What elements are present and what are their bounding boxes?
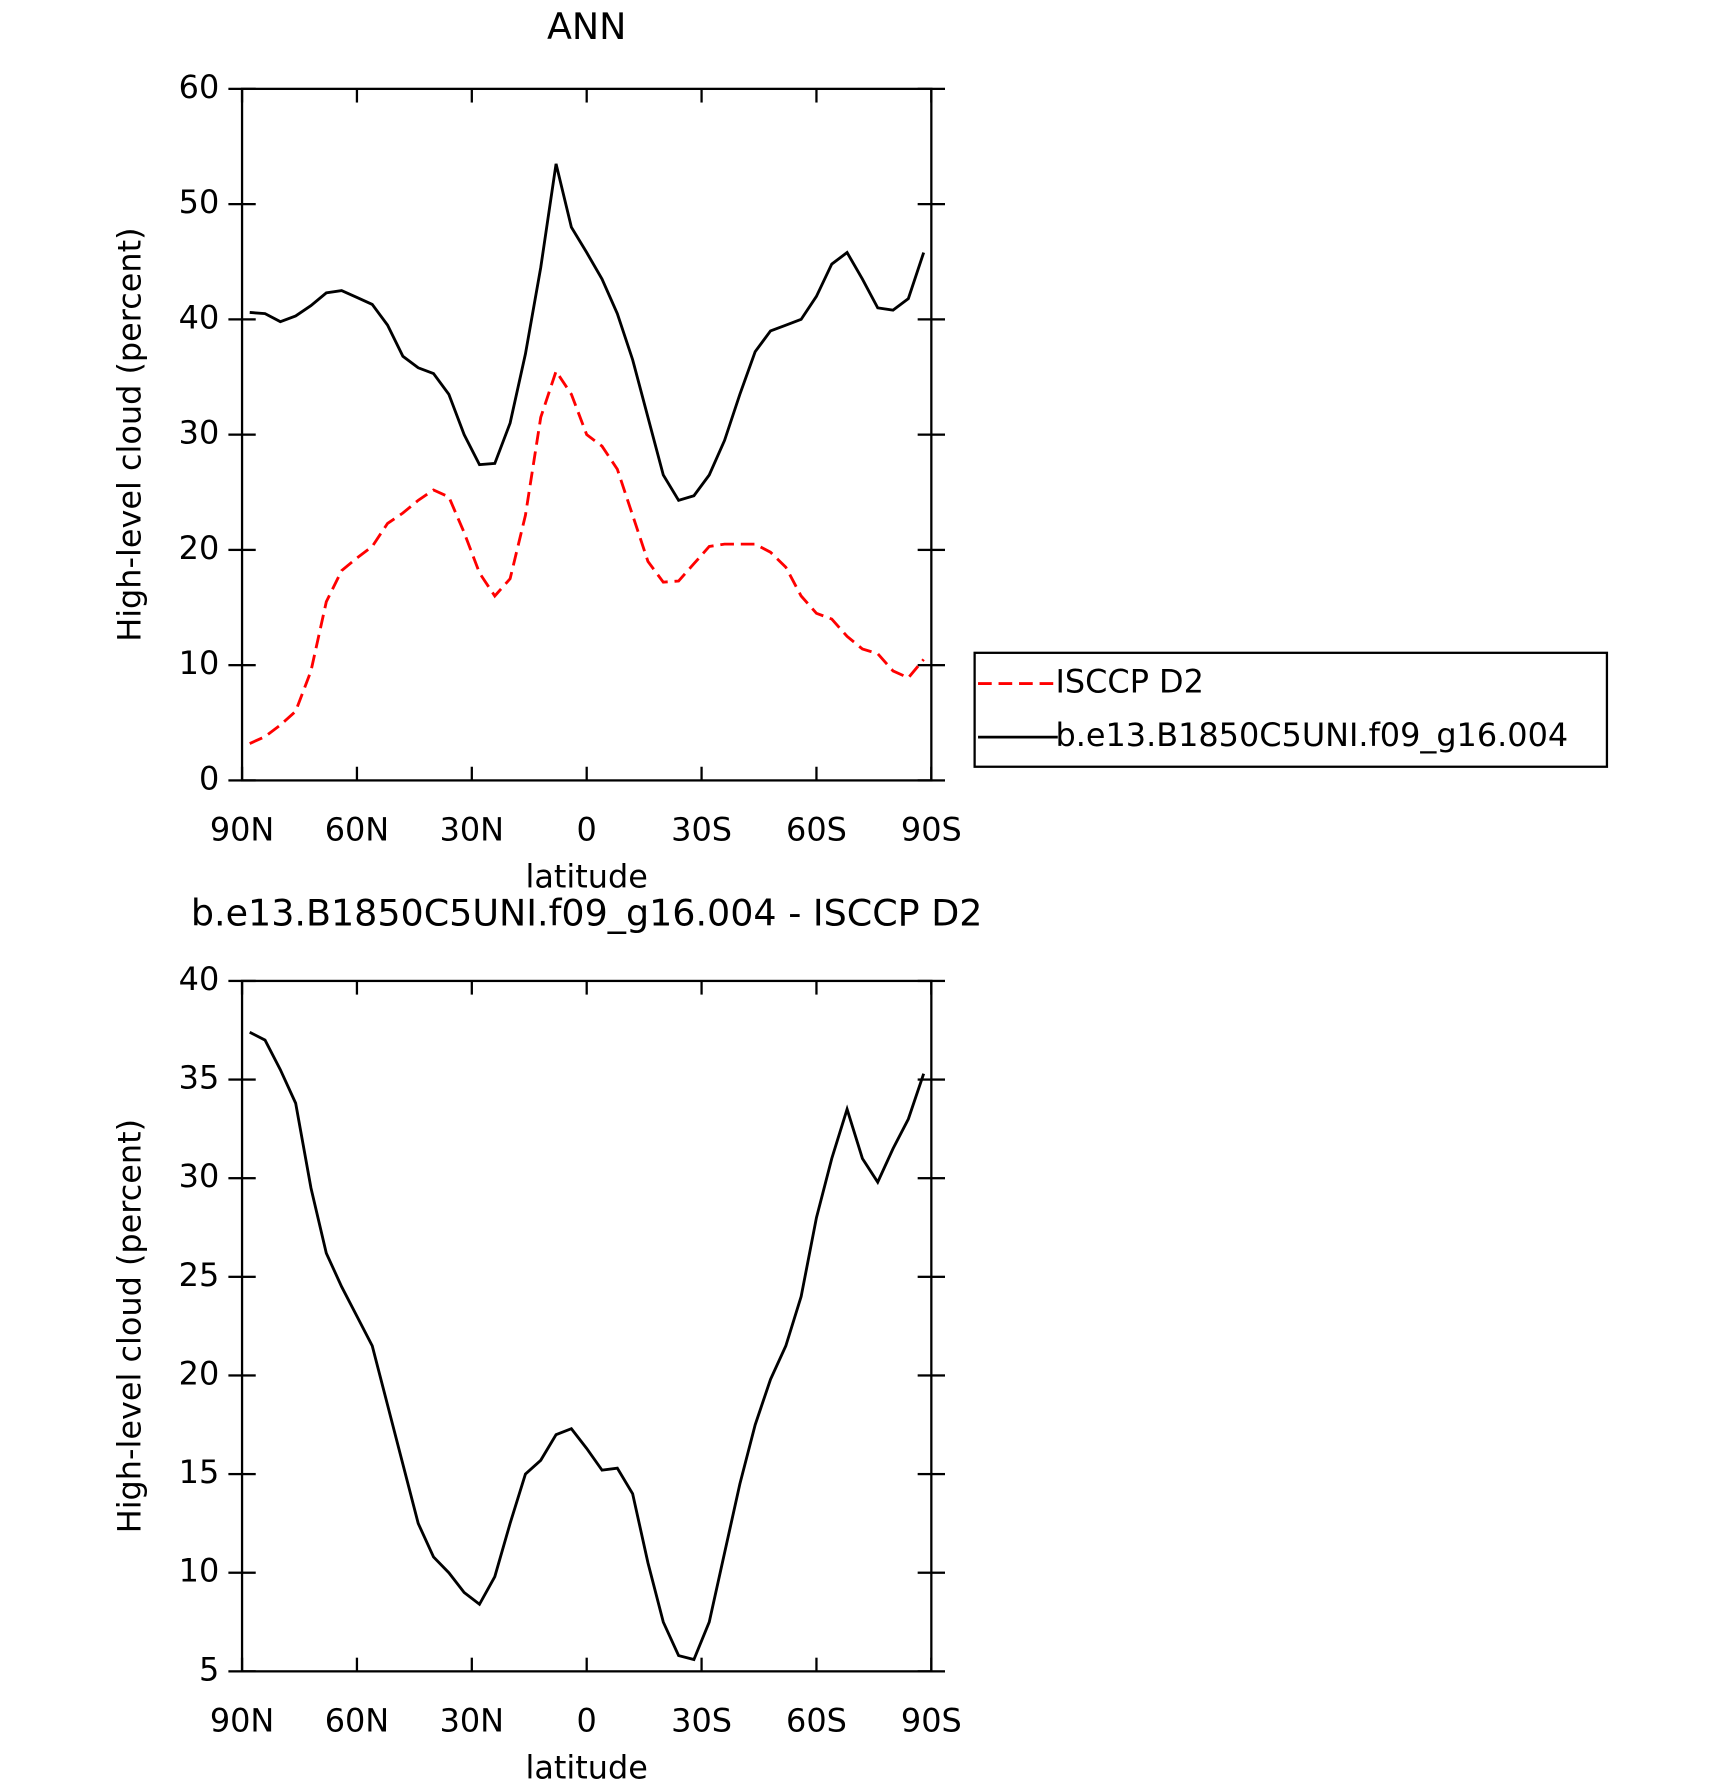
- x-tick-label: 90S: [901, 1702, 962, 1740]
- y-tick-label: 50: [179, 183, 220, 221]
- y-tick-label: 20: [179, 1354, 220, 1392]
- data-line: [249, 1030, 926, 1662]
- y-tick-label: 30: [179, 1157, 220, 1195]
- x-tick-label: 30S: [671, 1702, 732, 1740]
- plot-frame: [240, 979, 933, 1673]
- chart-title: b.e13.B1850C5UNI.f09_g16.004 - ISCCP D2: [191, 891, 983, 934]
- legend-box: [973, 651, 1609, 768]
- x-tick-label: 0: [577, 811, 597, 849]
- y-tick-label: 0: [199, 759, 219, 797]
- y-tick-label: 60: [179, 68, 220, 106]
- y-axis-label: High-level cloud (percent): [111, 1119, 149, 1533]
- y-tick-label: 25: [179, 1256, 220, 1294]
- y-tick-label: 10: [179, 644, 220, 682]
- legend-label: ISCCP D2: [1056, 663, 1204, 701]
- x-tick-label: 30N: [440, 1702, 504, 1740]
- x-tick-label: 90S: [901, 811, 962, 849]
- x-tick-label: 30N: [440, 811, 504, 849]
- y-tick-label: 20: [179, 529, 220, 567]
- y-tick-label: 35: [179, 1059, 220, 1097]
- x-tick-label: 60S: [786, 1702, 847, 1740]
- x-axis-label: latitude: [526, 1748, 648, 1783]
- x-tick-label: 90N: [210, 811, 274, 849]
- data-line: [249, 368, 925, 745]
- y-tick-label: 10: [179, 1552, 220, 1590]
- y-axis-label: High-level cloud (percent): [111, 227, 149, 641]
- legend-label: b.e13.B1850C5UNI.f09_g16.004: [1056, 716, 1569, 754]
- x-axis-label: latitude: [526, 857, 648, 895]
- x-tick-label: 60S: [786, 811, 847, 849]
- x-tick-label: 60N: [325, 811, 389, 849]
- y-tick-label: 30: [179, 414, 220, 452]
- x-tick-label: 30S: [671, 811, 732, 849]
- x-tick-label: 60N: [325, 1702, 389, 1740]
- x-tick-label: 0: [577, 1702, 597, 1740]
- y-tick-label: 15: [179, 1453, 220, 1491]
- x-tick-label: 90N: [210, 1702, 274, 1740]
- y-tick-label: 40: [179, 960, 220, 998]
- y-tick-label: 5: [199, 1650, 219, 1688]
- chart-title: ANN: [547, 5, 626, 48]
- y-tick-label: 40: [179, 298, 220, 336]
- data-line: [249, 163, 926, 503]
